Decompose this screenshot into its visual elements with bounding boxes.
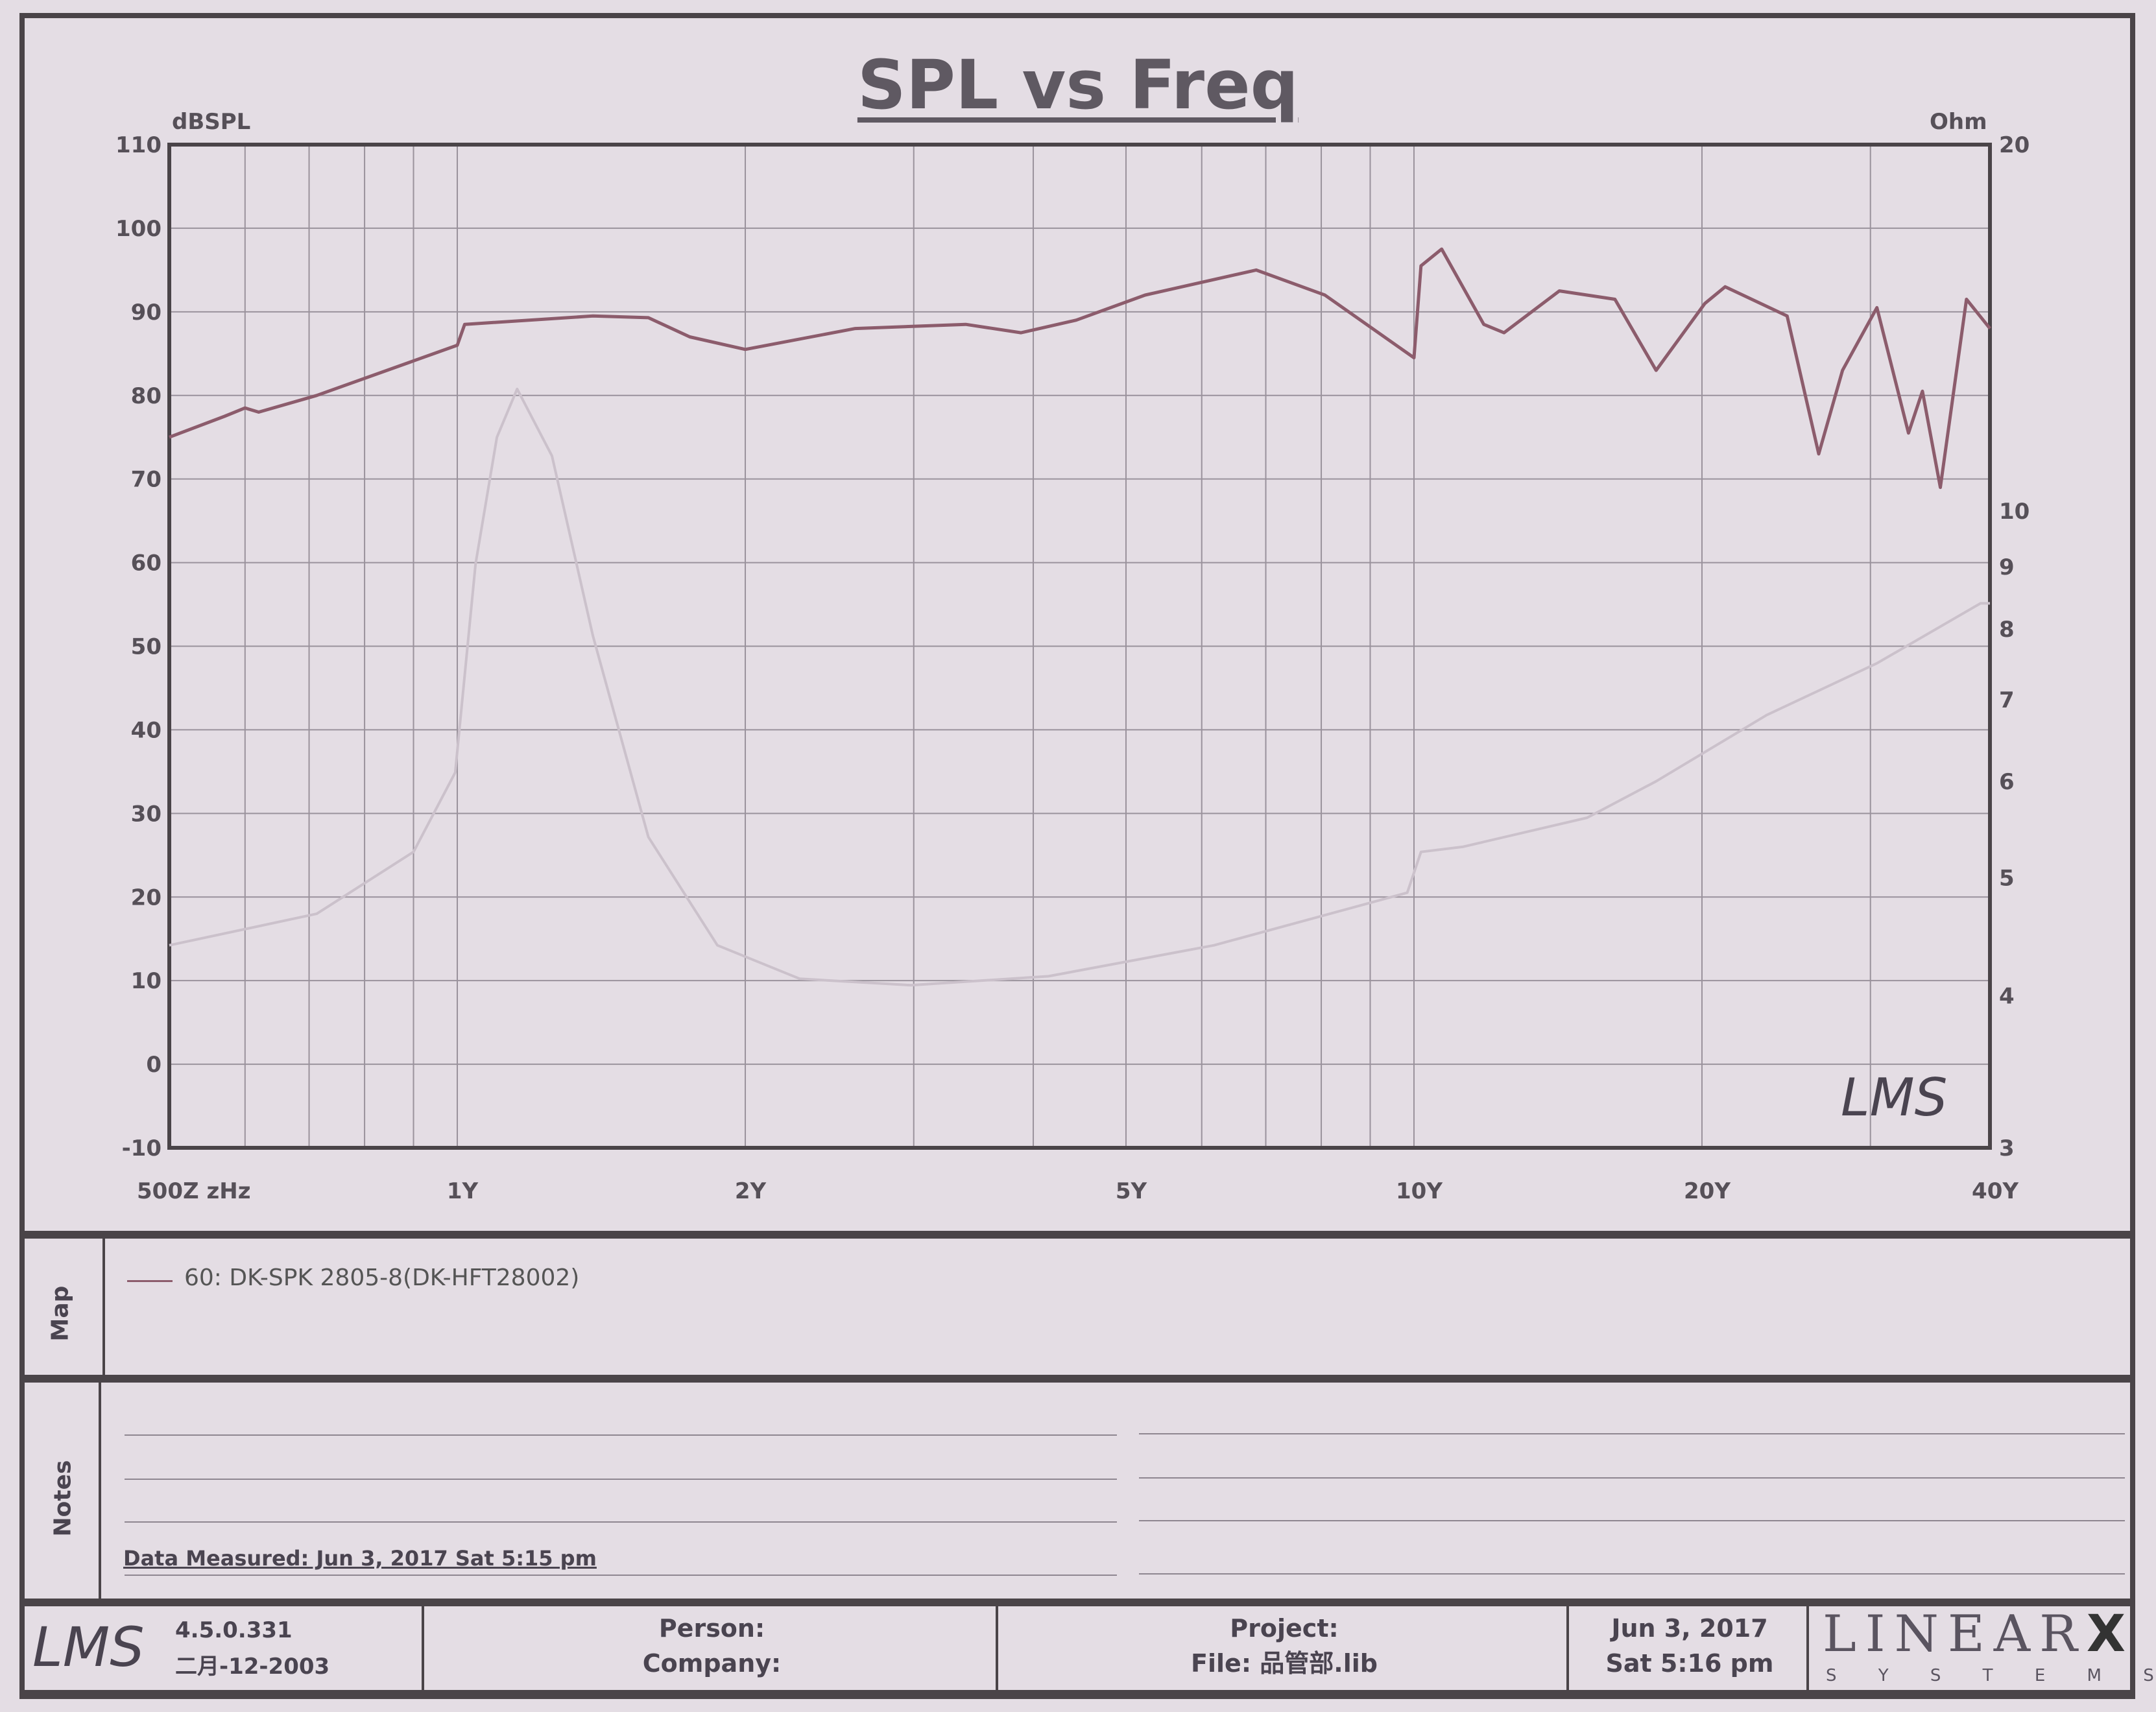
y-right-tick-label: 9 (1999, 554, 2015, 580)
y-axis-left-label: dBSPL (172, 109, 251, 135)
map-label: Map (47, 1285, 74, 1342)
x-tick-label: 20Y (1684, 1178, 1731, 1204)
footer-time: Sat 5:16 pm (1605, 1649, 1774, 1678)
divider (19, 1599, 2135, 1606)
divider (1566, 1605, 1569, 1691)
x-tick-label: 2Y (735, 1178, 767, 1204)
linearx-logo: LINEARX (1823, 1605, 2135, 1663)
lms-watermark: LMS (1841, 1067, 1947, 1128)
divider (102, 1237, 105, 1380)
y-right-tick-label: 10 (1999, 499, 2030, 525)
y-right-tick-label: 5 (1999, 865, 2015, 891)
y-right-tick-label: 3 (1999, 1135, 2015, 1161)
note-line (1139, 1573, 2125, 1575)
note-line (1139, 1433, 2125, 1434)
y-tick-label: 60 (131, 551, 162, 577)
footer-date: Jun 3, 2017 (1611, 1614, 1768, 1643)
x-tick-label: 5Y (1116, 1178, 1147, 1204)
y-right-tick-label: 7 (1999, 687, 2015, 713)
note-line (125, 1521, 1117, 1523)
version: 4.5.0.331 (175, 1617, 293, 1643)
linearx-subtitle: S Y S T E M S (1826, 1666, 2156, 1685)
y-tick-label: 50 (131, 634, 162, 660)
x-tick-label: 1Y (447, 1178, 479, 1204)
y-tick-label: 90 (131, 300, 162, 326)
y-right-tick-label: 6 (1999, 769, 2015, 795)
notes-label: Notes (49, 1460, 77, 1537)
project-label: Project: (1230, 1614, 1339, 1643)
x-tick-label: 40Y (1972, 1178, 2018, 1204)
divider (422, 1605, 424, 1691)
note-line (125, 1479, 1117, 1480)
note-line (125, 1575, 1117, 1576)
y-tick-label: 80 (131, 383, 162, 409)
plot-border (167, 143, 1992, 1150)
y-right-tick-label: 8 (1999, 617, 2015, 643)
legend-swatch (127, 1280, 173, 1282)
version-date: 二月-12-2003 (175, 1654, 330, 1680)
spl-curve (169, 247, 1991, 490)
divider (996, 1605, 998, 1691)
y-tick-label: -10 (122, 1135, 162, 1161)
x-tick-label: 500Z zHz (137, 1178, 251, 1204)
data-measured: Data Measured: Jun 3, 2017 Sat 5:15 pm (123, 1546, 597, 1571)
company-label: Company: (642, 1649, 782, 1678)
file-label: File: 品管部.lib (1191, 1649, 1378, 1678)
x-tick-label: 10Y (1396, 1178, 1443, 1204)
note-line (125, 1434, 1117, 1436)
divider (19, 1231, 2135, 1239)
y-axis-right-label: Ohm (1930, 109, 1987, 135)
chart-title: SPL vs Freq (857, 45, 1299, 125)
person-label: Person: (658, 1614, 765, 1643)
y-tick-label: 20 (131, 885, 162, 910)
y-tick-label: 0 (146, 1052, 162, 1078)
y-right-tick-label: 4 (1999, 983, 2015, 1009)
note-line (1139, 1520, 2125, 1521)
y-tick-label: 110 (115, 132, 162, 158)
divider (1806, 1605, 1809, 1691)
y-tick-label: 70 (131, 467, 162, 493)
y-tick-label: 30 (131, 801, 162, 827)
spl-chart: 1101009080706050403020100-10201098765435… (115, 132, 2030, 1204)
y-right-tick-label: 20 (1999, 132, 2030, 158)
y-tick-label: 10 (131, 968, 162, 994)
divider (19, 1690, 2135, 1698)
note-line (1139, 1477, 2125, 1479)
y-tick-label: 100 (115, 216, 162, 242)
impedance-curve (169, 387, 1990, 987)
y-tick-label: 40 (131, 717, 162, 743)
legend-entry: 60: DK-SPK 2805-8(DK-HFT28002) (184, 1265, 580, 1291)
divider (99, 1381, 101, 1605)
lms-logo: LMS (32, 1615, 145, 1679)
divider (19, 1375, 2135, 1383)
